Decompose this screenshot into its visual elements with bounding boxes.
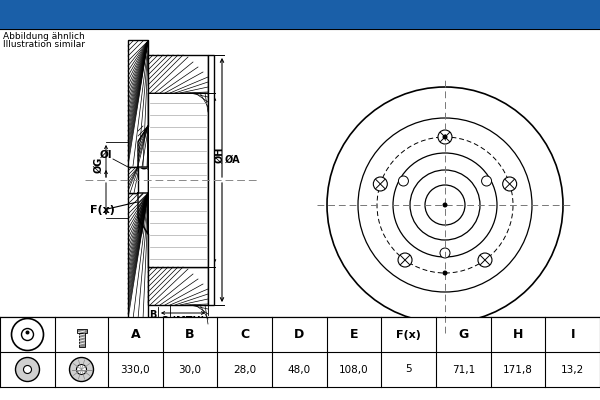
Text: 3x: 3x — [499, 243, 511, 253]
Circle shape — [77, 364, 86, 374]
Text: F(x): F(x) — [396, 330, 421, 340]
Bar — [148, 55, 208, 93]
Text: 71,1: 71,1 — [452, 364, 475, 374]
Text: A: A — [131, 328, 140, 341]
Bar — [148, 267, 208, 305]
Circle shape — [358, 118, 532, 292]
Text: ØG: ØG — [94, 157, 104, 173]
Bar — [77, 328, 86, 332]
Bar — [148, 93, 208, 267]
Text: 30,0: 30,0 — [179, 364, 202, 374]
Text: E: E — [350, 328, 358, 341]
Text: ØI: ØI — [100, 150, 113, 160]
Circle shape — [25, 330, 29, 334]
Circle shape — [23, 366, 32, 374]
Bar — [128, 167, 138, 193]
Text: ØH: ØH — [215, 147, 225, 163]
Text: C (MTH): C (MTH) — [161, 316, 205, 326]
Circle shape — [410, 170, 480, 240]
Circle shape — [16, 358, 40, 382]
Bar — [0, 317, 600, 387]
Bar — [149, 94, 207, 266]
Text: B: B — [185, 328, 195, 341]
Circle shape — [443, 202, 448, 208]
Text: B: B — [149, 310, 157, 320]
Text: Abbildung ähnlich: Abbildung ähnlich — [3, 32, 85, 41]
Circle shape — [393, 153, 497, 257]
Circle shape — [478, 253, 492, 267]
Bar — [0, 29, 600, 317]
Text: D: D — [155, 336, 163, 346]
Text: 48,0: 48,0 — [288, 364, 311, 374]
Text: 5: 5 — [406, 364, 412, 374]
Circle shape — [373, 177, 388, 191]
Circle shape — [438, 130, 452, 144]
Text: F(x): F(x) — [90, 205, 115, 215]
Polygon shape — [138, 193, 148, 234]
Text: D: D — [294, 328, 304, 341]
Text: ØE: ØE — [141, 154, 151, 170]
Circle shape — [443, 270, 448, 276]
Circle shape — [425, 185, 465, 225]
Circle shape — [443, 134, 448, 140]
Text: 13,2: 13,2 — [561, 364, 584, 374]
Text: 330,0: 330,0 — [121, 364, 150, 374]
Text: ØA: ØA — [225, 155, 241, 165]
Text: 430181: 430181 — [377, 6, 452, 24]
Text: 171,8: 171,8 — [503, 364, 533, 374]
Circle shape — [503, 177, 517, 191]
Circle shape — [327, 87, 563, 323]
Bar — [128, 193, 148, 320]
Bar — [128, 40, 148, 167]
Text: Illustration similar: Illustration similar — [3, 40, 85, 49]
Bar — [0, 0, 600, 29]
Text: 28,0: 28,0 — [233, 364, 256, 374]
Bar — [79, 332, 85, 346]
Circle shape — [398, 253, 412, 267]
Text: Ø8,6: Ø8,6 — [499, 234, 521, 244]
Text: C: C — [240, 328, 249, 341]
Bar — [208, 55, 214, 305]
Text: 108,0: 108,0 — [339, 364, 369, 374]
Text: I: I — [571, 328, 575, 341]
Text: 24.0130-0181.1: 24.0130-0181.1 — [116, 6, 274, 24]
Text: H: H — [513, 328, 523, 341]
Circle shape — [482, 176, 491, 186]
Text: G: G — [458, 328, 469, 341]
Circle shape — [398, 176, 409, 186]
Circle shape — [440, 248, 450, 258]
Polygon shape — [138, 126, 148, 167]
Circle shape — [70, 358, 94, 382]
